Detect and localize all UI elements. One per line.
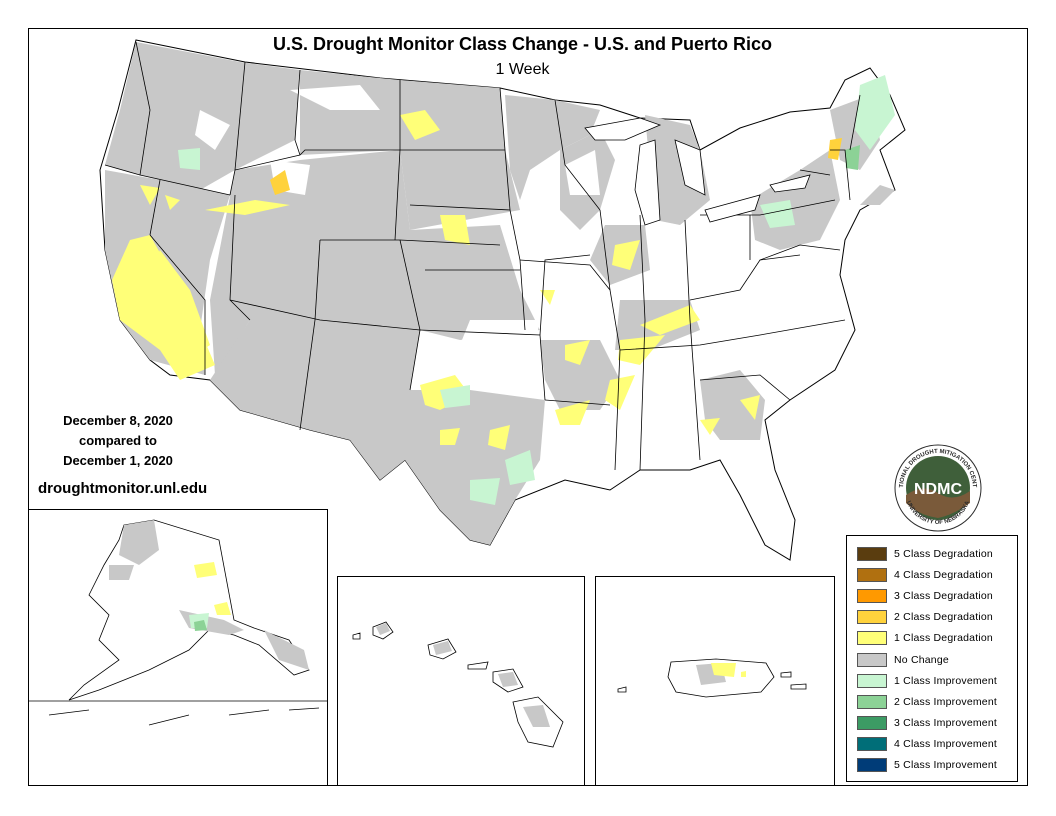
alaska-map	[29, 519, 327, 726]
alaska-inset	[28, 509, 328, 786]
degradation-1-areas	[112, 110, 760, 450]
website-link[interactable]: droughtmonitor.unl.edu	[38, 480, 208, 497]
legend-swatch	[857, 737, 887, 751]
legend-swatch	[857, 716, 887, 730]
legend-item: 3 Class Improvement	[857, 715, 997, 731]
map-title: U.S. Drought Monitor Class Change - U.S.…	[272, 34, 773, 54]
legend-label: 2 Class Improvement	[894, 696, 998, 708]
legend-label: 1 Class Degradation	[894, 632, 993, 644]
legend-label: 3 Class Improvement	[894, 717, 998, 729]
puerto-rico-map	[617, 658, 807, 698]
legend-swatch	[857, 695, 887, 709]
legend-swatch	[857, 568, 887, 582]
legend-label: 4 Class Improvement	[894, 738, 998, 750]
legend-label: No Change	[894, 654, 949, 666]
improvement-1-areas	[178, 75, 895, 505]
legend-item: 5 Class Improvement	[857, 757, 997, 773]
legend-swatch	[857, 547, 887, 561]
improvement-2-areas	[845, 145, 860, 170]
legend-item: 1 Class Improvement	[857, 673, 997, 689]
legend-item: 5 Class Degradation	[857, 546, 993, 562]
legend-item: 2 Class Degradation	[857, 609, 993, 625]
legend-item: 4 Class Improvement	[857, 736, 997, 752]
legend-label: 5 Class Improvement	[894, 759, 998, 771]
hawaii-inset	[337, 576, 585, 786]
logo-text: NDMC	[914, 481, 962, 498]
legend-item: 2 Class Improvement	[857, 694, 997, 710]
legend-swatch	[857, 631, 887, 645]
map-subtitle: 1 Week	[495, 61, 550, 78]
legend-item: 3 Class Degradation	[857, 588, 993, 604]
legend: 5 Class Degradation 4 Class Degradation …	[846, 535, 1018, 782]
previous-date: December 1, 2020	[63, 453, 173, 468]
legend-label: 2 Class Degradation	[894, 611, 993, 623]
legend-swatch	[857, 610, 887, 624]
legend-label: 5 Class Degradation	[894, 548, 993, 560]
legend-swatch	[857, 758, 887, 772]
puerto-rico-inset	[595, 576, 835, 786]
legend-label: 3 Class Degradation	[894, 590, 993, 602]
current-date: December 8, 2020	[63, 413, 173, 428]
hawaii-map	[352, 621, 564, 748]
legend-item: 1 Class Degradation	[857, 630, 993, 646]
legend-swatch	[857, 653, 887, 667]
legend-label: 1 Class Improvement	[894, 675, 998, 687]
legend-item: 4 Class Degradation	[857, 567, 993, 583]
degradation-2-areas	[270, 138, 842, 195]
legend-item: No Change	[857, 652, 949, 668]
ndmc-logo: NDMC NATIONAL DROUGHT MITIGATION CENTER …	[893, 443, 982, 532]
legend-swatch	[857, 674, 887, 688]
compared-to-text: compared to	[78, 433, 157, 448]
legend-swatch	[857, 589, 887, 603]
state-boundaries	[104, 41, 861, 471]
legend-label: 4 Class Degradation	[894, 569, 993, 581]
great-lakes	[584, 117, 811, 226]
